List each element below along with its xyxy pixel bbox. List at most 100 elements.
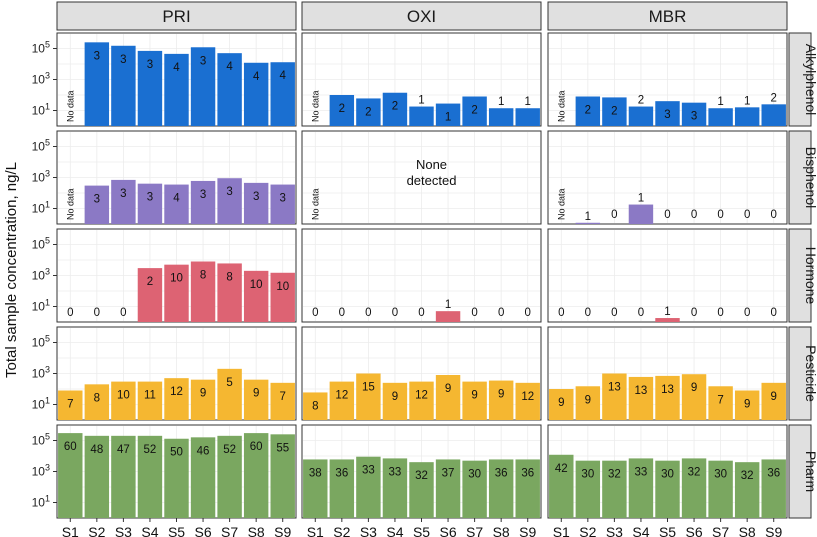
- count-label: 0: [638, 307, 644, 319]
- facet-label-hormone: Hormone: [803, 247, 817, 305]
- count-label: 52: [223, 444, 236, 456]
- bar-s1: [549, 389, 574, 420]
- bar-s8: [734, 390, 760, 420]
- count-label: 36: [767, 467, 780, 479]
- count-label: 0: [67, 307, 73, 319]
- count-label: 1: [445, 112, 451, 124]
- count-label: 2: [471, 105, 477, 117]
- facet-label-pesticide: Pesticide: [803, 345, 817, 402]
- bar-s4: [382, 92, 408, 126]
- bar-s2: [329, 95, 355, 126]
- bar-s4: [137, 183, 163, 224]
- count-label: 0: [744, 307, 750, 319]
- no-data-label: No data: [310, 188, 320, 220]
- count-label: 3: [120, 54, 126, 66]
- count-label: 46: [197, 445, 210, 457]
- x-tick-label-s2: S2: [579, 524, 596, 537]
- count-label: 7: [280, 391, 286, 403]
- count-label: 48: [90, 444, 103, 456]
- count-label: 12: [521, 391, 534, 403]
- x-tick-label-s3: S3: [360, 524, 377, 537]
- bar-s7: [462, 381, 487, 420]
- bar-s7: [708, 386, 733, 420]
- bar-s2: [575, 460, 601, 518]
- count-label: 0: [418, 307, 424, 319]
- count-label: 8: [312, 400, 318, 412]
- count-label: 5: [226, 377, 232, 389]
- bar-s3: [111, 45, 136, 126]
- count-label: 32: [608, 469, 621, 481]
- facet-label-oxi: OXI: [407, 7, 436, 26]
- count-label: 33: [389, 466, 402, 478]
- bar-s8: [488, 380, 514, 420]
- bar-s2: [84, 185, 110, 224]
- count-label: 3: [94, 50, 100, 62]
- bar-s3: [356, 373, 381, 420]
- y-tick-label: 105: [32, 432, 50, 448]
- count-label: 9: [392, 391, 398, 403]
- bar-s5: [164, 438, 189, 518]
- x-tick-label-s4: S4: [386, 524, 403, 537]
- count-label: 10: [170, 273, 183, 285]
- bar-s7: [217, 435, 242, 518]
- count-label: 4: [280, 70, 287, 82]
- count-label: 0: [498, 307, 504, 319]
- bar-s6: [435, 103, 461, 126]
- x-tick-label-s8: S8: [493, 524, 510, 537]
- y-axis-title: Total sample concentration, ng/L: [3, 162, 20, 378]
- count-label: 4: [253, 71, 260, 83]
- bar-s4: [382, 382, 408, 420]
- count-label: 55: [276, 442, 289, 454]
- bar-s2: [329, 381, 355, 420]
- bar-s5: [655, 375, 680, 420]
- facet-label-pri: PRI: [162, 7, 190, 26]
- count-label: 30: [714, 469, 727, 481]
- none-detected-label: detected: [407, 173, 457, 188]
- x-tick-label-s8: S8: [248, 524, 265, 537]
- bar-s4: [628, 458, 654, 518]
- bar-s8: [488, 459, 514, 518]
- count-label: 36: [335, 467, 348, 479]
- x-tick-label-s1: S1: [62, 524, 79, 537]
- bar-s2: [84, 42, 110, 127]
- count-label: 11: [144, 390, 156, 402]
- count-label: 60: [250, 441, 263, 453]
- bar-s6: [435, 375, 461, 420]
- count-label: 1: [418, 95, 424, 107]
- bar-s6: [190, 261, 216, 322]
- bar-s8: [243, 270, 269, 322]
- bar-s9: [515, 108, 540, 126]
- x-tick-label-s2: S2: [88, 524, 105, 537]
- count-label: 32: [415, 470, 428, 482]
- x-tick-label-s5: S5: [413, 524, 430, 537]
- facet-strip-pesticide: [788, 326, 812, 421]
- bar-s4: [628, 376, 654, 420]
- count-label: 0: [691, 307, 697, 319]
- y-tick-label: 101: [32, 298, 50, 314]
- bar-s3: [111, 179, 136, 224]
- bar-s1: [549, 454, 574, 518]
- count-label: 2: [392, 101, 398, 113]
- bar-s9: [270, 382, 295, 420]
- facet-strip-hormone: [788, 228, 812, 323]
- count-label: 0: [717, 307, 723, 319]
- bar-s5: [409, 381, 434, 420]
- x-tick-label-s7: S7: [466, 524, 483, 537]
- count-label: 30: [468, 469, 481, 481]
- bar-s8: [243, 182, 269, 224]
- no-data-label: No data: [65, 90, 75, 122]
- count-label: 1: [585, 211, 591, 223]
- facet-label-mbr: MBR: [649, 7, 687, 26]
- count-label: 13: [661, 384, 674, 396]
- bar-s3: [602, 460, 627, 518]
- count-label: 0: [558, 307, 564, 319]
- bar-s6: [435, 311, 461, 322]
- bar-s9: [270, 272, 295, 322]
- count-label: 0: [611, 209, 617, 221]
- y-tick-label: 101: [32, 200, 50, 216]
- y-tick-label: 101: [32, 396, 50, 412]
- count-label: 0: [771, 209, 777, 221]
- count-label: 52: [144, 444, 157, 456]
- bar-s9: [761, 382, 786, 420]
- bar-s9: [270, 62, 295, 126]
